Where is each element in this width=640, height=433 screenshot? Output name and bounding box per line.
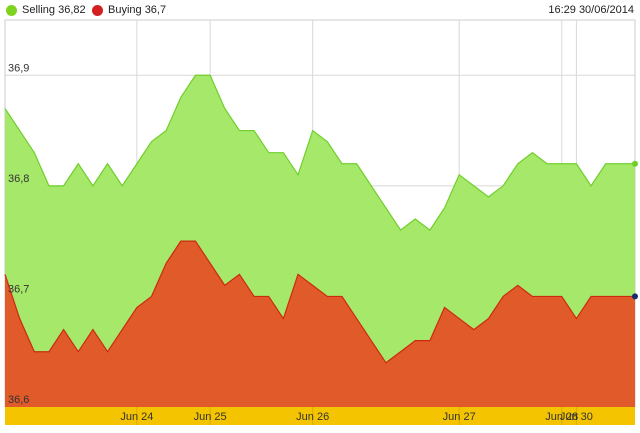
selling-line [4,74,635,231]
x-tick-label: Jun 26 [296,411,329,423]
y-tick-label: 36,6 [8,394,29,406]
x-tick-label: Jun 28 [545,411,578,423]
legend-item-buying[interactable]: Buying 36,7 [92,4,166,16]
y-tick-label: 36,9 [8,62,29,74]
y-tick-label: 36,7 [8,283,29,295]
selling-end-point [632,160,638,167]
buying-dot-icon [92,4,103,16]
x-tick-label: Jun 25 [194,411,227,423]
x-tick-label: Jun 30 [560,411,593,423]
timestamp: 16:29 30/06/2014 [548,4,634,16]
x-tick-label: Jun 27 [443,411,476,423]
legend-buying-label: Buying 36,7 [108,4,167,16]
x-axis-bar [5,407,635,425]
buying-area [5,241,635,407]
x-tick-label: Jun 24 [120,411,153,423]
legend-selling-label: Selling 36,82 [22,4,86,16]
legend-item-selling[interactable]: Selling 36,82 [6,4,86,16]
buying-end-point [632,293,638,300]
buying-line [4,240,635,364]
y-tick-label: 36,8 [8,173,29,185]
selling-dot-icon [6,4,17,16]
legend: Selling 36,82 Buying 36,7 16:29 30/06/20… [0,0,640,20]
